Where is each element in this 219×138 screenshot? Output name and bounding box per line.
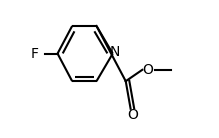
Text: O: O xyxy=(127,108,138,122)
Text: F: F xyxy=(31,47,39,61)
Text: N: N xyxy=(109,45,120,59)
Text: O: O xyxy=(142,63,153,77)
